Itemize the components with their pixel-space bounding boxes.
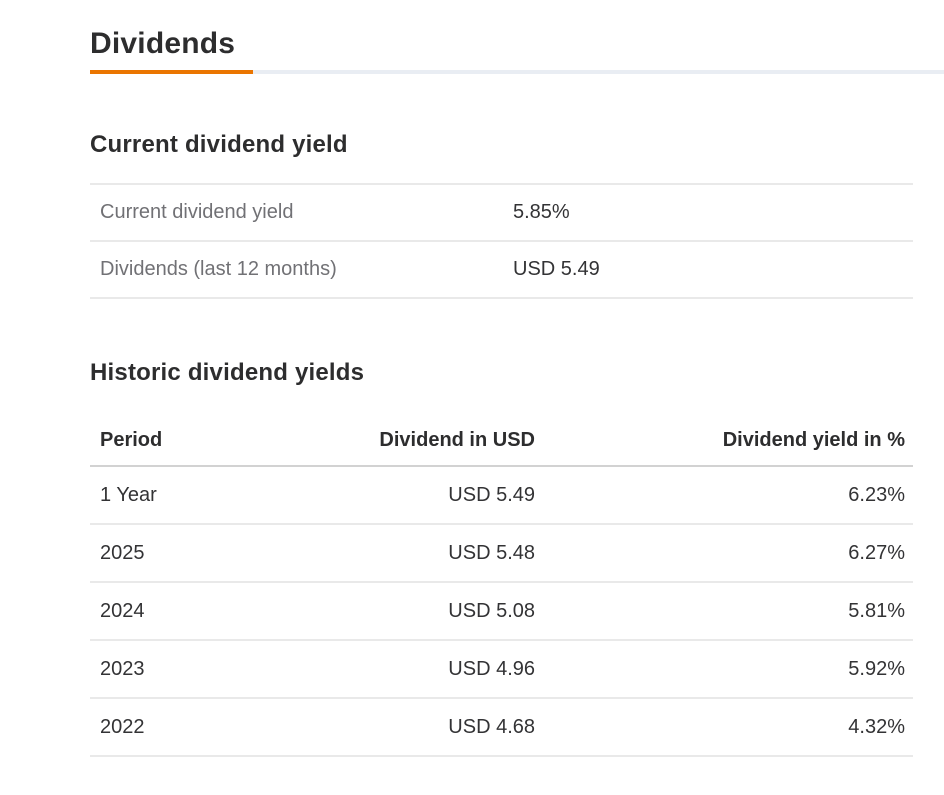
yield-cell: 5.92%: [535, 640, 913, 699]
title-underline: [90, 70, 944, 74]
dividends-12m-label: Dividends (last 12 months): [90, 241, 513, 299]
table-row: 2025 USD 5.48 6.27%: [90, 524, 913, 583]
period-cell: 2022: [90, 698, 270, 757]
table-row: 1 Year USD 5.49 6.23%: [90, 466, 913, 525]
period-cell: 2024: [90, 582, 270, 641]
dividend-cell: USD 5.08: [270, 582, 535, 641]
yield-cell: 6.27%: [535, 524, 913, 583]
historic-dividend-yields-table: Period Dividend in USD Dividend yield in…: [90, 416, 913, 757]
yield-cell: 4.32%: [535, 698, 913, 757]
dividends-12m-value: USD 5.49: [513, 241, 913, 299]
title-underline-accent-bar: [90, 70, 253, 74]
period-cell: 2025: [90, 524, 270, 583]
table-row: 2022 USD 4.68 4.32%: [90, 698, 913, 757]
dividend-cell: USD 4.68: [270, 698, 535, 757]
yield-cell: 5.81%: [535, 582, 913, 641]
column-header-dividend-usd: Dividend in USD: [270, 416, 535, 467]
table-row: Current dividend yield 5.85%: [90, 184, 913, 242]
table-header-row: Period Dividend in USD Dividend yield in…: [90, 416, 913, 467]
current-yield-value: 5.85%: [513, 184, 913, 242]
table-row: 2024 USD 5.08 5.81%: [90, 582, 913, 641]
current-dividend-yield-heading: Current dividend yield: [90, 131, 348, 158]
table-row: Dividends (last 12 months) USD 5.49: [90, 241, 913, 299]
current-yield-label: Current dividend yield: [90, 184, 513, 242]
current-dividend-yield-table: Current dividend yield 5.85% Dividends (…: [90, 183, 913, 299]
table-row: 2023 USD 4.96 5.92%: [90, 640, 913, 699]
historic-dividend-yields-heading: Historic dividend yields: [90, 359, 365, 386]
yield-cell: 6.23%: [535, 466, 913, 525]
dividends-page-section: Dividends Current dividend yield Current…: [0, 26, 944, 757]
column-header-period: Period: [90, 416, 270, 467]
dividend-cell: USD 5.49: [270, 466, 535, 525]
period-cell: 2023: [90, 640, 270, 699]
column-header-dividend-yield: Dividend yield in %: [535, 416, 913, 467]
page-title: Dividends: [90, 27, 236, 60]
dividend-cell: USD 5.48: [270, 524, 535, 583]
dividend-cell: USD 4.96: [270, 640, 535, 699]
period-cell: 1 Year: [90, 466, 270, 525]
